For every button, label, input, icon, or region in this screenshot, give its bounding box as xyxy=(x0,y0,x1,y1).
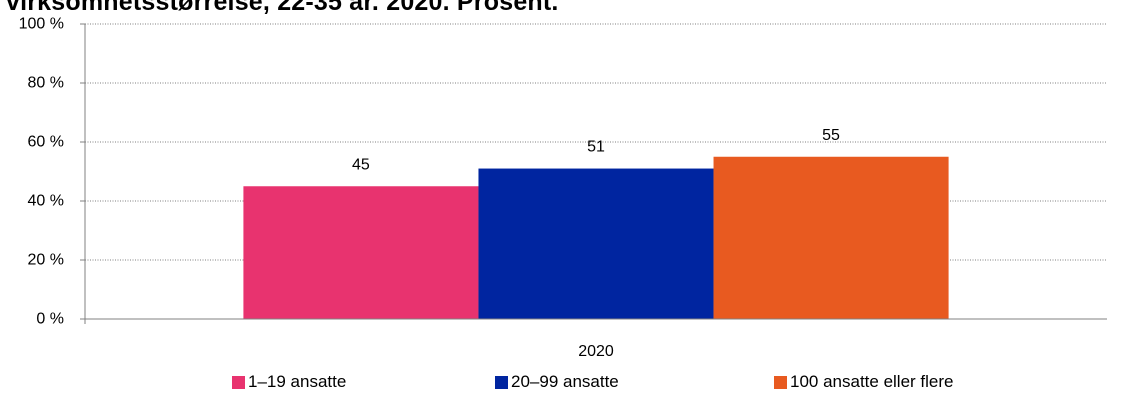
y-tick-label: 0 % xyxy=(36,311,64,328)
legend-label: 100 ansatte eller flere xyxy=(790,372,954,391)
chart-title: virksomhetsstørrelse, 22-35 år. 2020. Pr… xyxy=(6,0,559,16)
y-tick-label: 100 % xyxy=(19,16,64,33)
legend-item: 1–19 ansatte xyxy=(232,372,346,392)
y-tick-label: 40 % xyxy=(28,193,64,210)
legend-item: 100 ansatte eller flere xyxy=(774,372,954,392)
legend-label: 20–99 ansatte xyxy=(511,372,619,391)
bar xyxy=(713,156,949,319)
legend-label: 1–19 ansatte xyxy=(248,372,347,391)
chart-legend: 1–19 ansatte 20–99 ansatte 100 ansatte ell… xyxy=(0,372,1128,394)
legend-swatch xyxy=(495,375,508,389)
legend-item: 20–99 ansatte xyxy=(495,372,619,392)
bar xyxy=(478,168,714,319)
y-tick-label: 60 % xyxy=(28,134,64,151)
y-tick-label: 80 % xyxy=(28,75,64,92)
data-label: 51 xyxy=(587,139,605,156)
y-tick-label: 20 % xyxy=(28,252,64,269)
legend-swatch xyxy=(232,375,245,389)
data-label: 45 xyxy=(352,156,370,173)
legend-swatch xyxy=(774,375,787,389)
x-tick-label: 2020 xyxy=(578,343,614,360)
data-label: 55 xyxy=(822,127,840,144)
bar xyxy=(243,186,479,319)
